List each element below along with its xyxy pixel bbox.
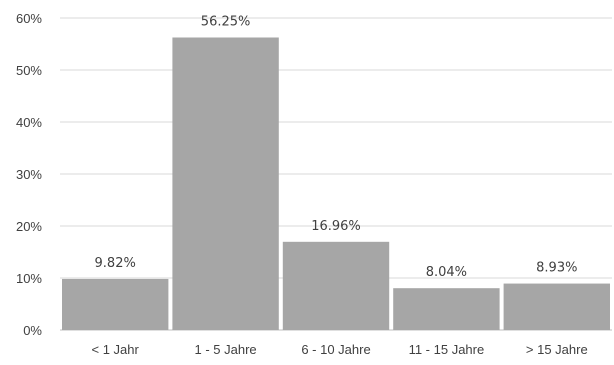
x-axis-category-labels: < 1 Jahr 1 - 5 Jahre 6 - 10 Jahre 11 - 15 J… bbox=[92, 342, 588, 357]
bar bbox=[172, 37, 279, 330]
bars bbox=[62, 37, 610, 330]
gridlines bbox=[60, 17, 612, 331]
bar bbox=[62, 278, 169, 330]
x-tick-label: > 15 Jahre bbox=[526, 342, 588, 357]
y-tick-label: 20% bbox=[16, 219, 42, 234]
x-tick-label: < 1 Jahr bbox=[92, 342, 140, 357]
data-labels: 9.82% 56.25% 16.96% 8.04% 8.93% bbox=[95, 15, 578, 281]
data-label: 16.96% bbox=[311, 219, 361, 234]
y-tick-label: 30% bbox=[16, 167, 42, 182]
data-label: 8.93% bbox=[536, 261, 577, 276]
bar bbox=[393, 288, 500, 330]
y-tick-label: 10% bbox=[16, 271, 42, 286]
y-axis-tick-labels: 0% 10% 20% 30% 40% 50% 60% bbox=[16, 11, 42, 338]
data-label: 8.04% bbox=[426, 265, 467, 280]
x-tick-label: 11 - 15 Jahre bbox=[409, 342, 485, 357]
y-tick-label: 40% bbox=[16, 115, 42, 130]
x-tick-label: 1 - 5 Jahre bbox=[195, 342, 257, 357]
bar bbox=[282, 241, 390, 330]
bar bbox=[503, 283, 610, 330]
y-tick-label: 60% bbox=[16, 11, 42, 26]
y-tick-label: 0% bbox=[23, 323, 42, 338]
y-tick-label: 50% bbox=[16, 63, 42, 78]
data-label: 56.25% bbox=[201, 15, 251, 30]
x-tick-label: 6 - 10 Jahre bbox=[301, 342, 370, 357]
data-label: 9.82% bbox=[95, 256, 136, 271]
